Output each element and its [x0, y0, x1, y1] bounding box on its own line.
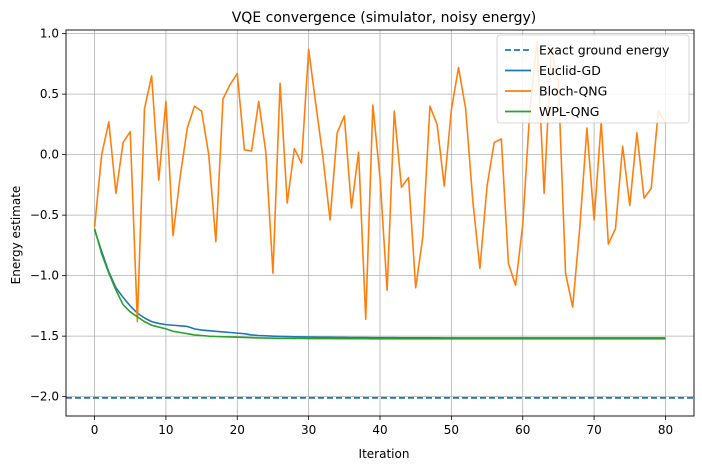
- series-euclid-gd: [93, 229, 666, 339]
- x-tick-label: 50: [444, 423, 459, 437]
- series-line: [93, 228, 666, 340]
- y-tick-label: 0.0: [40, 148, 59, 162]
- y-tick-label: −1.0: [30, 269, 59, 283]
- legend: Exact ground energy Euclid-GD Bloch-QNG WPL…: [496, 34, 690, 124]
- x-tick-label: 70: [586, 423, 601, 437]
- y-tick-label: 1.0: [40, 27, 59, 41]
- y-axis-label: Energy estimate: [9, 186, 23, 285]
- x-tick-label: 40: [372, 423, 387, 437]
- series-line: [93, 229, 666, 339]
- x-tick-label: 60: [515, 423, 530, 437]
- series-line: [93, 41, 667, 323]
- x-tick-label: 20: [230, 423, 245, 437]
- legend-label: Bloch-QNG: [539, 84, 607, 99]
- x-tick-label: 80: [658, 423, 673, 437]
- legend-box: [496, 34, 690, 124]
- series-layer: [93, 41, 667, 340]
- y-tick-label: 0.5: [40, 87, 59, 101]
- x-tick-label: 0: [91, 423, 99, 437]
- y-tick-label: −1.5: [30, 329, 59, 343]
- y-tick-label: −2.0: [30, 390, 59, 404]
- legend-label: WPL-QNG: [539, 104, 600, 119]
- series-bloch-qng: [93, 41, 667, 323]
- x-axis-label: Iteration: [359, 447, 410, 461]
- x-tick-label: 10: [158, 423, 173, 437]
- series-wpl-qng: [93, 228, 666, 340]
- x-tick-label: 30: [301, 423, 316, 437]
- legend-label: Euclid-GD: [539, 63, 601, 78]
- chart-title: VQE convergence (simulator, noisy energy…: [232, 10, 537, 26]
- legend-label: Exact ground energy: [539, 43, 670, 58]
- y-tick-label: −0.5: [30, 208, 59, 222]
- tick-layer: 0 10 20 30 40 50 60 70 80 −2.0 −1.5 −1.0 −0.5 0.0 0.5 1…: [30, 27, 673, 437]
